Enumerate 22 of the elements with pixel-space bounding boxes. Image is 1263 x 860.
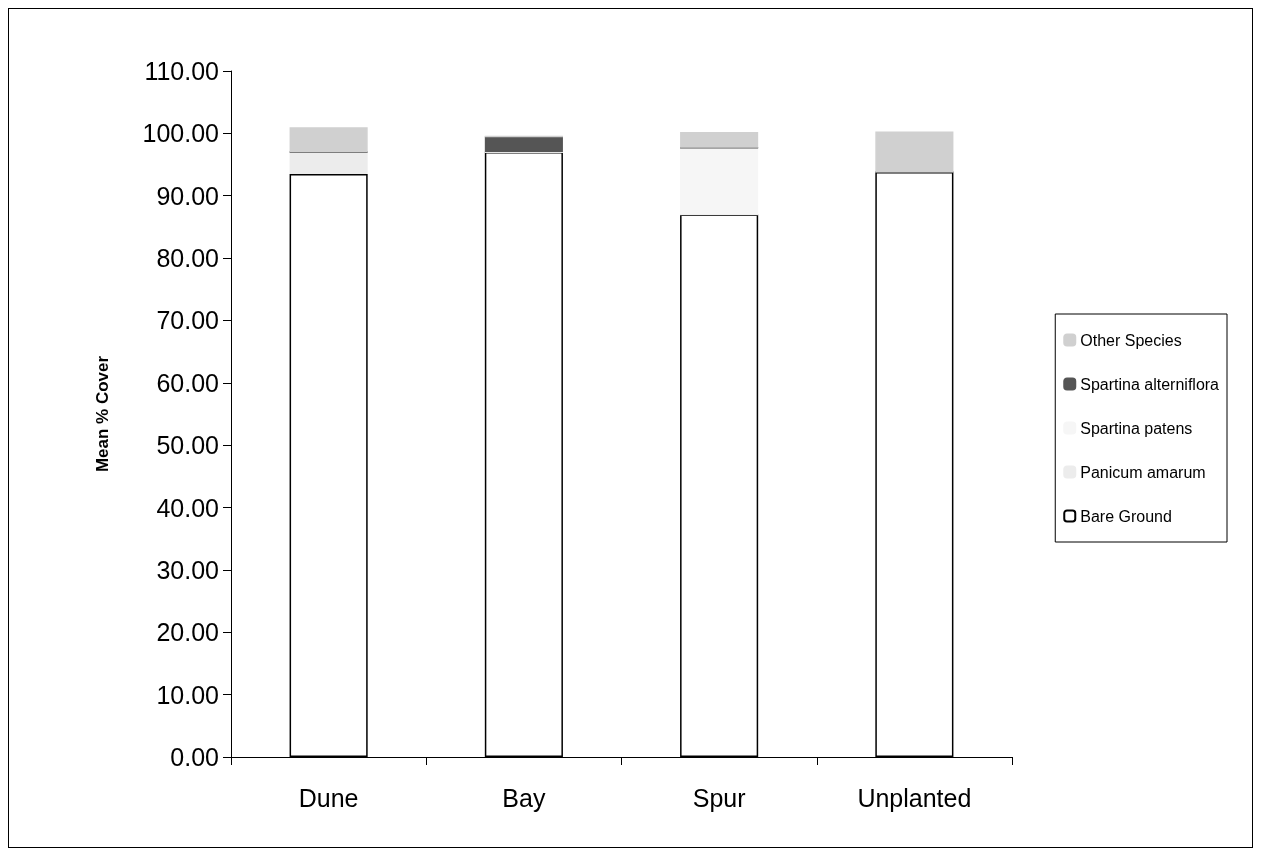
- x-tick-label: Dune: [298, 783, 359, 812]
- y-tick-label: 110.00: [144, 57, 219, 85]
- legend-label: Panicum amarum: [1080, 463, 1206, 481]
- legend-label: Spartina patens: [1080, 419, 1193, 437]
- y-tick-label: 70.00: [156, 306, 219, 335]
- y-tick-label: 30.00: [156, 555, 219, 584]
- x-tick-label: Unplanted: [857, 783, 972, 812]
- y-tick-label: 0.00: [170, 743, 219, 771]
- legend-label: Spartina alterniflora: [1080, 375, 1220, 393]
- y-tick-label: 40.00: [156, 493, 219, 522]
- y-tick-label: 60.00: [156, 368, 219, 397]
- legend-label: Bare Ground: [1080, 507, 1172, 525]
- y-tick-label: 10.00: [156, 680, 219, 709]
- y-axis-title: Mean % Cover: [93, 355, 112, 473]
- x-tick-label: Spur: [692, 783, 746, 812]
- y-tick-label: 100.00: [142, 119, 219, 148]
- y-tick-label: 20.00: [156, 618, 219, 647]
- y-tick-label: 50.00: [156, 431, 219, 460]
- x-tick-label: Bay: [502, 783, 546, 812]
- legend-label: Other Species: [1080, 331, 1182, 349]
- y-tick-label: 80.00: [156, 244, 219, 273]
- y-tick-label: 90.00: [156, 181, 219, 210]
